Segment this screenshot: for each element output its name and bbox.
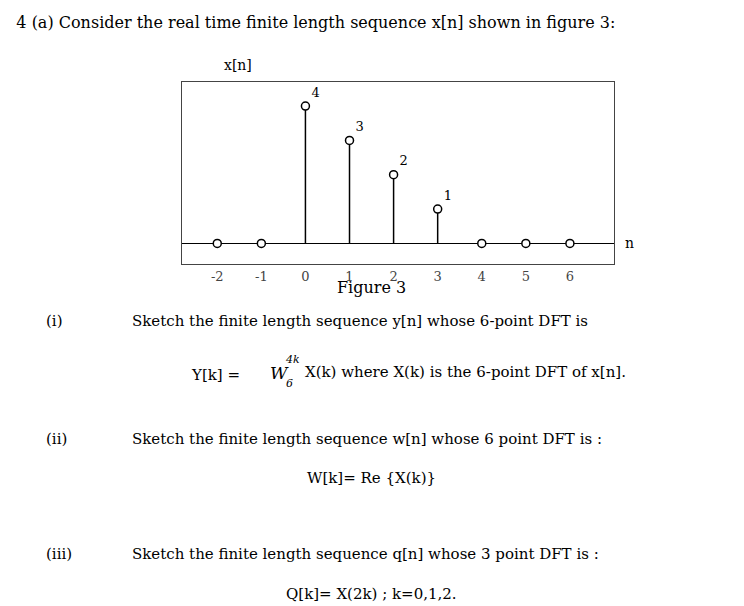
- svg-text:3: 3: [434, 269, 442, 284]
- svg-text:4: 4: [311, 85, 319, 100]
- svg-text:1: 1: [345, 269, 353, 284]
- svg-text:1: 1: [444, 188, 452, 203]
- svg-text:Figure 3: Figure 3: [337, 278, 406, 297]
- svg-text:x[n]: x[n]: [224, 57, 252, 73]
- svg-text:(ii): (ii): [46, 430, 67, 448]
- svg-text:-1: -1: [255, 269, 268, 284]
- svg-text:W: W: [270, 363, 289, 383]
- svg-text:Q[k]= X(2k) ; k=0,1,2.: Q[k]= X(2k) ; k=0,1,2.: [286, 585, 457, 603]
- svg-text:Sketch the finite length seque: Sketch the finite length sequence y[n] w…: [132, 312, 588, 330]
- svg-text:n: n: [625, 235, 634, 251]
- svg-text:2: 2: [389, 269, 397, 284]
- svg-text:4 (a) Consider the real time f: 4 (a) Consider the real time finite leng…: [16, 13, 615, 32]
- svg-text:2: 2: [400, 153, 408, 168]
- svg-text:(iii): (iii): [46, 545, 72, 563]
- svg-text:W[k]= Re {X(k)}: W[k]= Re {X(k)}: [307, 469, 436, 487]
- svg-text:5: 5: [522, 269, 530, 284]
- svg-text:Y[k] =: Y[k] =: [191, 366, 240, 384]
- svg-text:4k: 4k: [285, 353, 300, 366]
- svg-text:6: 6: [286, 377, 293, 390]
- svg-text:Sketch the finite length seque: Sketch the finite length sequence w[n] w…: [132, 430, 602, 448]
- svg-text:0: 0: [301, 269, 309, 284]
- svg-text:6: 6: [566, 269, 574, 284]
- svg-text:4: 4: [478, 269, 486, 284]
- svg-text:-2: -2: [211, 269, 224, 284]
- svg-text:X(k) where X(k) is the 6-point: X(k) where X(k) is the 6-point DFT of x[…: [305, 363, 626, 381]
- svg-text:(i): (i): [46, 312, 63, 330]
- svg-text:3: 3: [356, 119, 364, 134]
- svg-text:Sketch the finite length seque: Sketch the finite length sequence q[n] w…: [132, 545, 599, 563]
